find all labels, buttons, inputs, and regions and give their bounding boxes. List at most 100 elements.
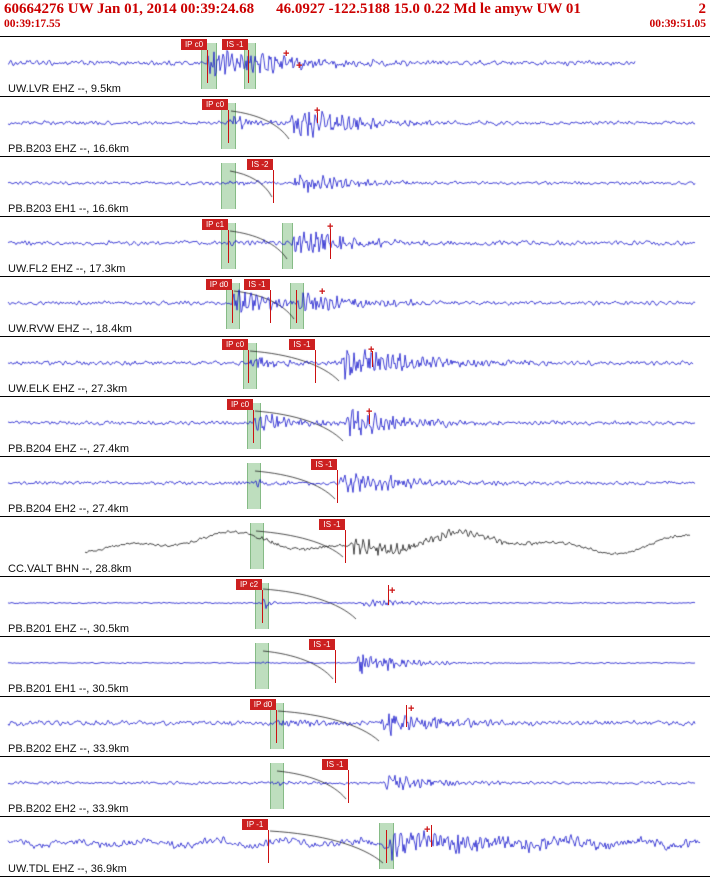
pick-line[interactable] xyxy=(348,770,349,803)
trace-row: IS -1 PB.B204 EH2 --, 27.4km xyxy=(0,457,710,517)
pick-line[interactable] xyxy=(337,470,338,503)
pick-line[interactable] xyxy=(270,290,271,323)
pick-line[interactable] xyxy=(248,50,249,83)
trace-row: IP c0 + PB.B204 EHZ --, 27.4km xyxy=(0,397,710,457)
waveform-canvas[interactable] xyxy=(0,817,710,877)
window-end-time: 00:39:51.05 xyxy=(649,18,706,30)
waveform-canvas[interactable] xyxy=(0,397,710,457)
pick-flag[interactable]: IS -2 xyxy=(247,159,273,170)
trace-label: PB.B203 EH1 --, 16.6km xyxy=(8,203,129,215)
waveform-canvas[interactable] xyxy=(0,517,710,577)
pick-flag[interactable]: IP c0 xyxy=(227,399,253,410)
pick-line[interactable] xyxy=(248,350,249,383)
amplitude-pick-marker[interactable]: + xyxy=(319,286,326,298)
amplitude-pick-marker[interactable]: + xyxy=(296,60,303,72)
trace-label: PB.B202 EHZ --, 33.9km xyxy=(8,743,130,755)
trace-row: IS -2 PB.B203 EH1 --, 16.6km xyxy=(0,157,710,217)
waveform-canvas[interactable] xyxy=(0,457,710,517)
trace-label: PB.B203 EHZ --, 16.6km xyxy=(8,143,130,155)
waveform-canvas[interactable] xyxy=(0,337,710,397)
pick-flag[interactable]: IP c0 xyxy=(222,339,248,350)
trace-row: IS -1 PB.B201 EH1 --, 30.5km xyxy=(0,637,710,697)
amplitude-pick-marker[interactable]: + xyxy=(314,105,321,117)
amplitude-pick-marker[interactable]: + xyxy=(366,406,373,418)
trace-label: UW.LVR EHZ --, 9.5km xyxy=(8,83,121,95)
trace-row: IP c0 IS -1 + UW.ELK EHZ --, 27.3km xyxy=(0,337,710,397)
pick-line[interactable] xyxy=(315,350,316,383)
time-axis-labels: 00:39:17.55 00:39:51.05 xyxy=(0,18,710,30)
page-number: 2 xyxy=(698,1,707,17)
amplitude-pick-marker[interactable]: + xyxy=(408,703,415,715)
event-header: 60664276 UW Jan 01, 2014 00:39:24.68 46.… xyxy=(0,0,710,37)
trace-label: PB.B201 EHZ --, 30.5km xyxy=(8,623,130,635)
pick-line[interactable] xyxy=(273,170,274,203)
amplitude-tick[interactable] xyxy=(369,414,370,424)
pick-flag[interactable]: IS -1 xyxy=(309,639,335,650)
pick-flag[interactable]: IP -1 xyxy=(242,819,268,830)
pick-line[interactable] xyxy=(207,50,208,83)
trace-row: IS -1 CC.VALT BHN --, 28.8km xyxy=(0,517,710,577)
trace-row: IP c1 + UW.FL2 EHZ --, 17.3km xyxy=(0,217,710,277)
waveform-canvas[interactable] xyxy=(0,757,710,817)
pick-flag[interactable]: IP d0 xyxy=(250,699,276,710)
trace-row: IP c0 + PB.B203 EHZ --, 16.6km xyxy=(0,97,710,157)
pick-flag[interactable]: IP c0 xyxy=(181,39,207,50)
amplitude-pick-marker[interactable]: + xyxy=(283,48,290,60)
pick-flag[interactable]: IP d0 xyxy=(206,279,232,290)
pick-line[interactable] xyxy=(253,410,254,443)
pick-line[interactable] xyxy=(276,710,277,743)
waveform-canvas[interactable] xyxy=(0,157,710,217)
pick-flag[interactable]: IS -1 xyxy=(289,339,315,350)
pick-flag[interactable]: IS -1 xyxy=(222,39,248,50)
pick-line[interactable] xyxy=(335,650,336,683)
trace-label: PB.B201 EH1 --, 30.5km xyxy=(8,683,129,695)
waveform-canvas[interactable] xyxy=(0,37,710,97)
pick-line[interactable] xyxy=(232,290,233,323)
trace-row: IP d0 IS -1 + UW.RVW EHZ --, 18.4km xyxy=(0,277,710,337)
amplitude-tick[interactable] xyxy=(372,351,373,367)
trace-label: PB.B204 EH2 --, 27.4km xyxy=(8,503,129,515)
pick-line[interactable] xyxy=(228,110,229,143)
pick-line[interactable] xyxy=(262,590,263,623)
trace-label: CC.VALT BHN --, 28.8km xyxy=(8,563,132,575)
pick-flag[interactable]: IP c2 xyxy=(236,579,262,590)
amplitude-tick[interactable] xyxy=(406,705,407,727)
pick-line[interactable] xyxy=(345,530,346,563)
trace-row: IP c0 IS -1 + + UW.LVR EHZ --, 9.5km xyxy=(0,37,710,97)
window-start-time: 00:39:17.55 xyxy=(4,18,61,30)
pick-flag[interactable]: IS -1 xyxy=(322,759,348,770)
amplitude-pick-marker[interactable]: + xyxy=(327,221,334,233)
trace-row: IP d0 + PB.B202 EHZ --, 33.9km xyxy=(0,697,710,757)
amplitude-pick-marker[interactable]: + xyxy=(368,344,375,356)
trace-label: UW.FL2 EHZ --, 17.3km xyxy=(8,263,126,275)
waveform-canvas[interactable] xyxy=(0,637,710,697)
pick-line[interactable] xyxy=(296,290,297,323)
waveform-canvas[interactable] xyxy=(0,277,710,337)
amplitude-pick-marker[interactable]: + xyxy=(389,585,396,597)
waveform-canvas[interactable] xyxy=(0,697,710,757)
event-summary-line: 60664276 UW Jan 01, 2014 00:39:24.68 46.… xyxy=(0,0,710,18)
event-location-magnitude: 46.0927 -122.5188 15.0 0.22 Md le amyw U… xyxy=(276,1,581,17)
amplitude-pick-marker[interactable]: + xyxy=(424,824,431,836)
waveform-canvas[interactable] xyxy=(0,217,710,277)
pick-flag[interactable]: IP c0 xyxy=(202,99,228,110)
amplitude-tick[interactable] xyxy=(317,113,318,123)
amplitude-tick[interactable] xyxy=(330,229,331,259)
pick-flag[interactable]: IS -1 xyxy=(319,519,345,530)
trace-label: UW.RVW EHZ --, 18.4km xyxy=(8,323,132,335)
trace-list: IP c0 IS -1 + + UW.LVR EHZ --, 9.5km IP c0 + PB… xyxy=(0,37,710,877)
pick-flag[interactable]: IS -1 xyxy=(244,279,270,290)
pick-flag[interactable]: IS -1 xyxy=(311,459,337,470)
trace-label: UW.ELK EHZ --, 27.3km xyxy=(8,383,128,395)
pick-line[interactable] xyxy=(228,230,229,263)
event-id-datetime: 60664276 UW Jan 01, 2014 00:39:24.68 xyxy=(4,1,255,17)
pick-line[interactable] xyxy=(268,830,269,863)
trace-label: PB.B204 EHZ --, 27.4km xyxy=(8,443,130,455)
pick-flag[interactable]: IP c1 xyxy=(202,219,228,230)
waveform-canvas[interactable] xyxy=(0,97,710,157)
pick-line[interactable] xyxy=(386,830,387,863)
waveform-canvas[interactable] xyxy=(0,577,710,637)
amplitude-tick[interactable] xyxy=(431,825,432,847)
amplitude-tick[interactable] xyxy=(388,585,389,605)
